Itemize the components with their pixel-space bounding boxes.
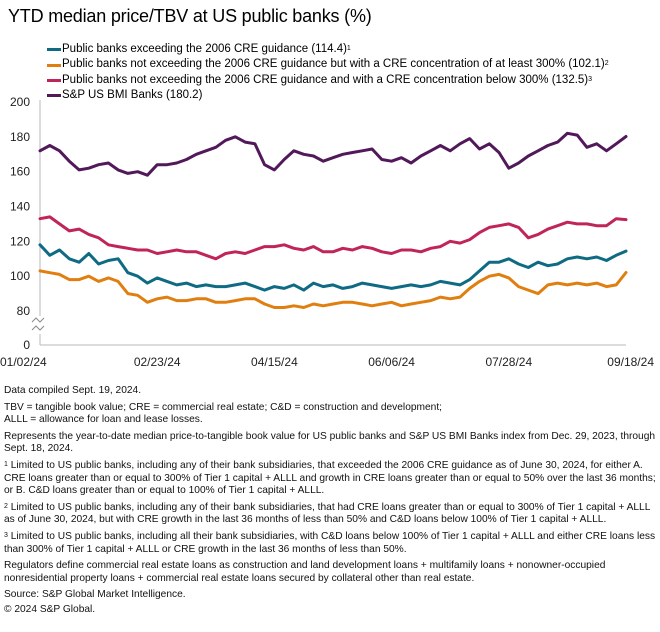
legend-item-cre-300-plus: Public banks not exceeding the 2006 CRE … (47, 57, 609, 72)
line-chart: 0 80 100 120 140 160 180 200 01/02/24 02/23/24 04… (0, 95, 654, 369)
footnote-mark: 3 (4, 531, 8, 539)
legend-label: Public banks not exceeding the 2006 CRE … (62, 73, 589, 86)
chart-title: YTD median price/TBV at US public banks … (8, 6, 372, 26)
footnote-text: Limited to US public banks, including al… (4, 530, 656, 555)
series-line-4 (38, 131, 628, 177)
legend-footnote-mark: 2 (604, 60, 609, 68)
y-tick-label: 200 (10, 95, 30, 109)
footnote-2: 2 Limited to US public banks, including … (4, 502, 656, 527)
y-tick-label: 120 (10, 234, 30, 248)
y-tick-label: 80 (17, 304, 31, 318)
footnote-mark: 2 (4, 502, 8, 510)
note-source: Source: S&P Global Market Intelligence. (4, 589, 186, 601)
series-line-3 (38, 215, 628, 261)
note-regulators: Regulators define commercial real estate… (4, 560, 606, 584)
legend-swatch (47, 79, 61, 83)
legend-label: S&P US BMI Banks (180.2) (62, 89, 203, 102)
note-represents: Represents the year-to-date median price… (4, 430, 656, 455)
x-axis: 01/02/24 02/23/24 04/15/24 06/06/24 07/28/24… (0, 344, 654, 369)
legend-item-bmi-banks: S&P US BMI Banks (180.2) (47, 88, 609, 103)
legend-item-cre-exceeding: Public banks exceeding the 2006 CRE guid… (47, 42, 609, 57)
legend-swatch (47, 48, 61, 52)
series-lines (38, 131, 628, 309)
y-tick-label: 180 (10, 130, 30, 144)
x-tick-label: 07/28/24 (485, 355, 532, 369)
legend-footnote-mark: 1 (346, 45, 351, 52)
x-tick-label: 04/15/24 (251, 355, 298, 369)
series-line-2 (38, 269, 628, 309)
x-tick-label: 01/02/24 (0, 355, 47, 369)
y-tick-label: 140 (10, 200, 30, 214)
footnote-3: 3 Limited to US public banks, including … (4, 531, 656, 556)
legend-swatch (47, 63, 61, 67)
footnote-mark: 1 (4, 460, 8, 468)
note-abbreviations-line-2: ALLL = allowance for loan and lease loss… (4, 414, 203, 426)
footnote-text: Limited to US public banks, including an… (4, 459, 656, 497)
y-tick-label: 100 (10, 269, 30, 283)
footnote-1: 1 Limited to US public banks, including … (4, 460, 656, 498)
legend-label: Public banks exceeding the 2006 CRE guid… (62, 43, 347, 55)
chart-notes: Data compiled Sept. 19, 2024. TBV = tang… (4, 385, 656, 621)
legend-label: Public banks not exceeding the 2006 CRE … (62, 58, 605, 71)
x-tick-label: 09/18/24 (607, 355, 654, 369)
note-abbreviations-line-1: TBV = tangible book value; CRE = commerc… (4, 401, 443, 413)
x-tick-label: 02/23/24 (134, 355, 181, 369)
legend-footnote-mark: 3 (588, 75, 593, 83)
y-tick-label: 160 (10, 165, 30, 179)
legend-item-cre-below-300: Public banks not exceeding the 2006 CRE … (47, 73, 609, 88)
x-tick-label: 06/06/24 (368, 355, 415, 369)
note-copyright: © 2024 S&P Global. (4, 603, 96, 615)
note-compiled: Data compiled Sept. 19, 2024. (4, 385, 142, 396)
legend-swatch (47, 94, 61, 98)
footnote-text: Limited to US public banks, including an… (4, 501, 651, 526)
chart-legend: Public banks exceeding the 2006 CRE guid… (47, 42, 609, 104)
y-tick-label: 0 (23, 338, 30, 352)
note-abbreviations: TBV = tangible book value; CRE = commerc… (4, 402, 656, 427)
axis-break-icon (31, 317, 45, 331)
series-line-1 (38, 243, 628, 292)
y-axis: 0 80 100 120 140 160 180 200 (10, 95, 45, 352)
